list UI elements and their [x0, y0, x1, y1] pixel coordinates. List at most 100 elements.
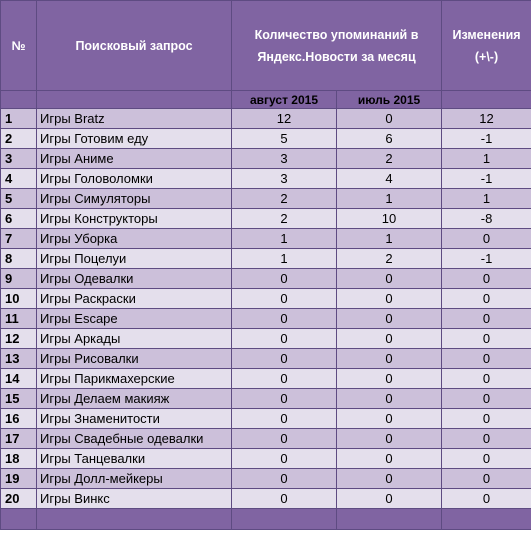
row-query: Игры Свадебные одевалки — [36, 428, 232, 449]
row-number: 11 — [0, 308, 37, 329]
row-august-count: 3 — [231, 168, 337, 189]
header-mention-count: Количество упоминаний в Яндекс.Новости з… — [230, 0, 443, 91]
row-number: 6 — [0, 208, 37, 229]
row-change: 0 — [441, 288, 531, 309]
row-query: Игры Головоломки — [36, 168, 232, 189]
row-number: 9 — [0, 268, 37, 289]
row-number: 4 — [0, 168, 37, 189]
row-august-count: 2 — [231, 208, 337, 229]
row-query: Игры Поцелуи — [36, 248, 232, 269]
row-august-count: 2 — [231, 188, 337, 209]
row-august-count: 0 — [231, 468, 337, 489]
header-change: Изменения (+\-) — [441, 0, 531, 91]
row-number: 5 — [0, 188, 37, 209]
row-query: Игры Знаменитости — [36, 408, 232, 429]
row-query: Игры Одевалки — [36, 268, 232, 289]
row-query: Игры Винкс — [36, 488, 232, 509]
row-july-count: 0 — [335, 488, 443, 509]
row-change: 12 — [441, 108, 531, 129]
row-query: Игры Симуляторы — [36, 188, 232, 209]
row-query: Игры Парикмахерские — [36, 368, 232, 389]
subheader-row: август 2015 июль 2015 — [0, 90, 531, 109]
row-query: Игры Конструкторы — [36, 208, 232, 229]
row-august-count: 5 — [231, 128, 337, 149]
table-body: 1 Игры Bratz 12 0 12 2 Игры Готовим еду 5 6 -1 3 Иг… — [0, 108, 531, 509]
row-number: 13 — [0, 348, 37, 369]
footer-cell — [36, 508, 232, 530]
subheader-empty-change — [441, 90, 531, 109]
row-query: Игры Делаем макияж — [36, 388, 232, 409]
subheader-empty-num — [0, 90, 37, 109]
row-number: 7 — [0, 228, 37, 249]
row-july-count: 0 — [335, 288, 443, 309]
row-change: 0 — [441, 328, 531, 349]
row-august-count: 0 — [231, 488, 337, 509]
row-query: Игры Рисовалки — [36, 348, 232, 369]
row-change: 0 — [441, 228, 531, 249]
row-number: 20 — [0, 488, 37, 509]
row-change: 0 — [441, 268, 531, 289]
row-july-count: 0 — [335, 388, 443, 409]
row-number: 2 — [0, 128, 37, 149]
header-change-text: Изменения (+\-) — [452, 27, 521, 64]
table-row: 17 Игры Свадебные одевалки 0 0 0 — [0, 428, 531, 449]
row-query: Игры Аниме — [36, 148, 232, 169]
subheader-empty-query — [36, 90, 232, 109]
table-row: 13 Игры Рисовалки 0 0 0 — [0, 348, 531, 369]
row-july-count: 2 — [335, 248, 443, 269]
row-july-count: 4 — [335, 168, 443, 189]
row-august-count: 0 — [231, 308, 337, 329]
row-query: Игры Готовим еду — [36, 128, 232, 149]
row-change: -8 — [441, 208, 531, 229]
row-query: Игры Аркады — [36, 328, 232, 349]
row-july-count: 1 — [335, 228, 443, 249]
header-query: Поисковый запрос — [36, 0, 232, 91]
row-query: Игры Уборка — [36, 228, 232, 249]
table-row: 14 Игры Парикмахерские 0 0 0 — [0, 368, 531, 389]
header-number: № — [0, 0, 37, 91]
table-row: 10 Игры Раскраски 0 0 0 — [0, 288, 531, 309]
table-row: 8 Игры Поцелуи 1 2 -1 — [0, 248, 531, 269]
row-change: 0 — [441, 388, 531, 409]
table-row: 9 Игры Одевалки 0 0 0 — [0, 268, 531, 289]
footer-cell — [0, 508, 37, 530]
row-july-count: 0 — [335, 348, 443, 369]
table-row: 11 Игры Escape 0 0 0 — [0, 308, 531, 329]
row-change: 1 — [441, 148, 531, 169]
row-august-count: 0 — [231, 328, 337, 349]
row-number: 15 — [0, 388, 37, 409]
row-july-count: 0 — [335, 328, 443, 349]
table-row: 20 Игры Винкс 0 0 0 — [0, 488, 531, 509]
table-row: 2 Игры Готовим еду 5 6 -1 — [0, 128, 531, 149]
header-row: № Поисковый запрос Количество упоминаний… — [0, 0, 531, 91]
row-july-count: 0 — [335, 428, 443, 449]
row-change: -1 — [441, 168, 531, 189]
row-number: 16 — [0, 408, 37, 429]
row-august-count: 1 — [231, 248, 337, 269]
row-query: Игры Escape — [36, 308, 232, 329]
row-number: 1 — [0, 108, 37, 129]
row-august-count: 0 — [231, 268, 337, 289]
row-august-count: 0 — [231, 368, 337, 389]
row-july-count: 0 — [335, 468, 443, 489]
row-number: 14 — [0, 368, 37, 389]
header-count-text: Количество упоминаний в Яндекс.Новости з… — [254, 27, 419, 64]
row-change: -1 — [441, 248, 531, 269]
row-july-count: 10 — [335, 208, 443, 229]
row-number: 3 — [0, 148, 37, 169]
footer-row — [0, 508, 531, 530]
row-change: 0 — [441, 468, 531, 489]
table-row: 1 Игры Bratz 12 0 12 — [0, 108, 531, 129]
row-query: Игры Танцевалки — [36, 448, 232, 469]
row-number: 8 — [0, 248, 37, 269]
table-row: 4 Игры Головоломки 3 4 -1 — [0, 168, 531, 189]
row-august-count: 12 — [231, 108, 337, 129]
row-july-count: 0 — [335, 448, 443, 469]
table-row: 15 Игры Делаем макияж 0 0 0 — [0, 388, 531, 409]
row-july-count: 0 — [335, 408, 443, 429]
table-row: 6 Игры Конструкторы 2 10 -8 — [0, 208, 531, 229]
row-august-count: 0 — [231, 408, 337, 429]
row-number: 10 — [0, 288, 37, 309]
row-july-count: 2 — [335, 148, 443, 169]
